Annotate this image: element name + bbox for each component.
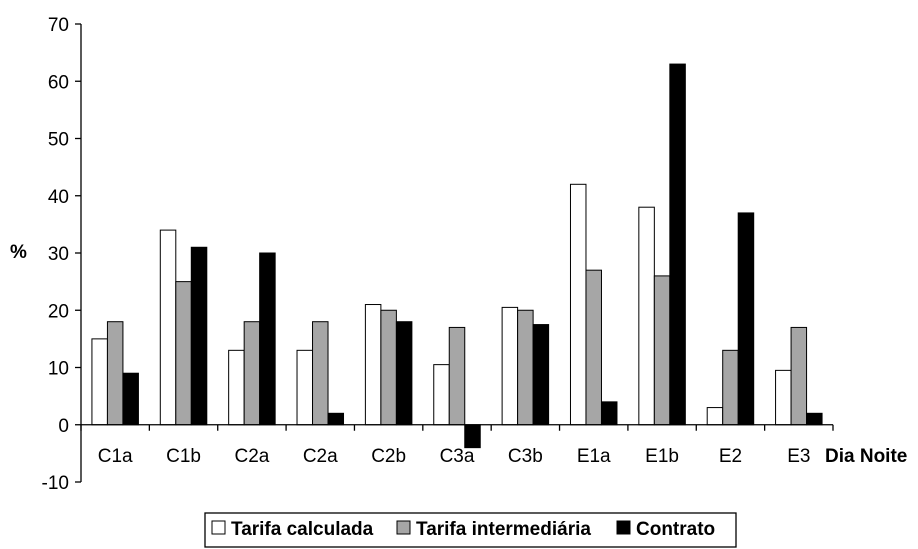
y-tick-label: 40 [48, 187, 69, 208]
bar [585, 269, 602, 426]
x-tick-label: E2 [719, 446, 742, 467]
x-tick-label: C2a [303, 446, 338, 467]
bar [106, 321, 124, 426]
bar [296, 349, 314, 426]
bar [448, 326, 466, 426]
legend-swatch [396, 520, 411, 535]
y-axis-title: % [10, 242, 27, 263]
y-tick-label: 60 [48, 72, 69, 93]
y-tick-label: 50 [48, 130, 69, 151]
bar [790, 326, 808, 426]
bar [806, 412, 823, 426]
bar [433, 364, 450, 426]
bar [569, 183, 587, 426]
x-tick-label: C3a [440, 446, 475, 467]
bar [638, 206, 655, 426]
bar [600, 401, 618, 426]
legend-label: Tarifa intermediária [416, 519, 591, 540]
x-tick-label: C2b [371, 446, 406, 467]
bar [327, 412, 345, 426]
y-axis-ticks: -10 0 10 20 30 40 50 60 70 [42, 15, 81, 494]
bar [517, 309, 534, 426]
bar [91, 338, 108, 426]
bar [706, 407, 724, 426]
y-tick-label: 30 [48, 244, 69, 265]
bar [364, 304, 382, 426]
y-tick-label: 20 [48, 301, 69, 322]
bars [91, 63, 823, 449]
y-tick-label: 10 [48, 359, 69, 380]
x-tick-label: E1a [577, 446, 611, 467]
bar [175, 281, 192, 426]
bar [653, 275, 671, 426]
y-tick-label: -10 [42, 473, 69, 494]
bar [259, 252, 276, 426]
bar [190, 246, 208, 426]
x-axis-ticks: C1a C1b C2a C2a C2b C3a C3b E1a E1b E2 E3 [80, 424, 834, 467]
bar [159, 229, 177, 426]
x-tick-label: C2a [234, 446, 269, 467]
y-tick-label: 70 [48, 15, 69, 36]
bar [312, 321, 329, 426]
y-tick-label: 0 [58, 416, 69, 437]
bar [122, 372, 139, 426]
bar [775, 369, 792, 426]
legend-box [204, 512, 737, 548]
legend-swatch [211, 520, 226, 535]
bar [737, 212, 755, 426]
x-axis-title: Dia Noite [825, 446, 907, 467]
bar [243, 321, 261, 426]
legend-swatch [616, 520, 631, 535]
x-tick-label: C1b [166, 446, 201, 467]
bar [380, 309, 397, 426]
bar [464, 424, 481, 449]
legend-label: Contrato [636, 519, 715, 540]
bar [228, 349, 245, 426]
x-tick-label: C1a [98, 446, 133, 467]
bar [532, 324, 550, 426]
x-tick-label: E1b [645, 446, 679, 467]
bar [669, 63, 686, 426]
bar [722, 349, 739, 426]
bar [501, 306, 519, 426]
legend-label: Tarifa calculada [231, 519, 374, 540]
bar [395, 321, 413, 426]
x-tick-label: E3 [787, 446, 810, 467]
x-tick-label: C3b [508, 446, 543, 467]
legend: Tarifa calculada Tarifa intermediária Cont… [204, 512, 737, 548]
